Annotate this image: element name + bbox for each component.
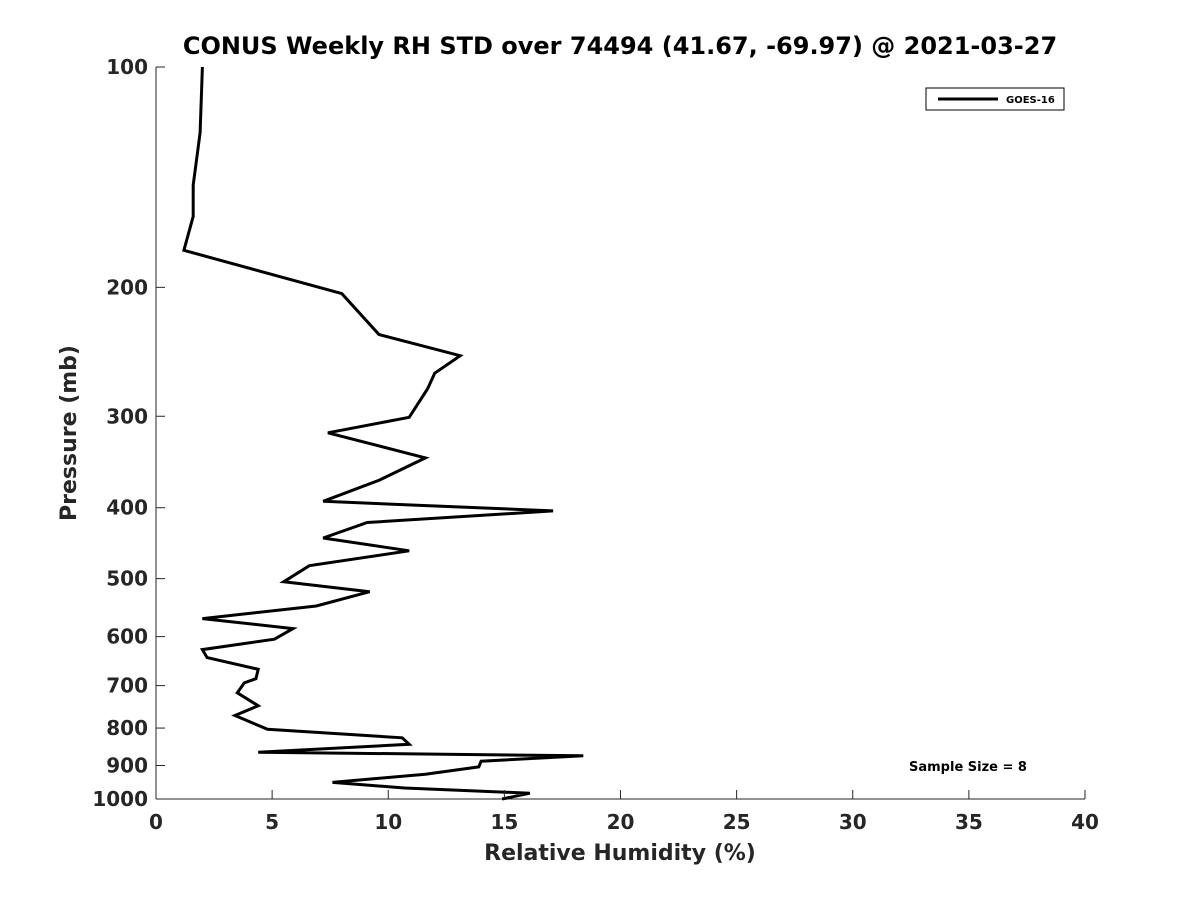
legend-label: GOES-16	[1006, 95, 1055, 106]
y-tick-label: 900	[106, 754, 148, 778]
y-tick-label: 500	[106, 567, 148, 591]
x-tick-label: 35	[955, 810, 983, 834]
y-axis-label: Pressure (mb)	[57, 345, 82, 521]
y-tick-label: 800	[106, 716, 148, 740]
y-tick-label: 400	[106, 496, 148, 520]
y-tick-label: 300	[106, 404, 148, 428]
chart-title: CONUS Weekly RH STD over 74494 (41.67, -…	[183, 32, 1057, 60]
y-axis: 100 200 300 400 500 600 700 800 900 1000	[92, 55, 165, 811]
x-tick-label: 0	[149, 810, 163, 834]
x-tick-label: 10	[374, 810, 402, 834]
y-tick-label: 700	[106, 674, 148, 698]
x-tick-label: 30	[839, 810, 867, 834]
y-tick-label: 1000	[92, 787, 148, 811]
x-tick-label: 20	[607, 810, 635, 834]
series-line-GOES-16	[182, 66, 584, 801]
x-tick-label: 15	[490, 810, 518, 834]
y-tick-label: 100	[106, 55, 148, 79]
plot-area	[155, 66, 1085, 801]
x-axis-label: Relative Humidity (%)	[484, 841, 756, 866]
y-tick-label: 200	[106, 275, 148, 299]
x-tick-label: 40	[1071, 810, 1099, 834]
x-tick-label: 5	[265, 810, 279, 834]
x-axis: 0 5 10 15 20 25 30 35 40	[149, 790, 1099, 834]
sample-size-annotation: Sample Size = 8	[909, 760, 1027, 775]
x-tick-label: 25	[723, 810, 751, 834]
y-tick-label: 600	[106, 625, 148, 649]
legend: GOES-16	[925, 87, 1065, 111]
